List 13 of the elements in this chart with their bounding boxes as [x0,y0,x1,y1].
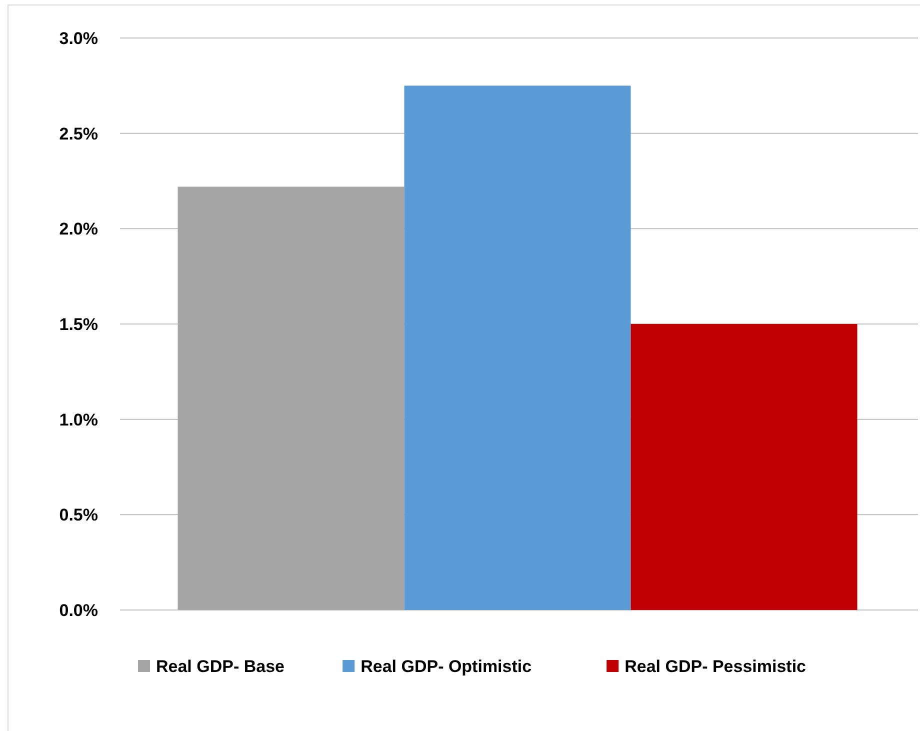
legend-label: Real GDP- Pessimistic [624,656,806,676]
y-tick-label: 2.5% [59,124,98,144]
y-tick-label: 1.5% [59,314,98,334]
bar [404,86,631,610]
legend-label: Real GDP- Optimistic [360,656,532,676]
bar [178,186,404,610]
y-tick-label: 0.5% [59,506,98,525]
legend-label: Real GDP- Base [156,656,284,676]
y-tick-label: 0.0% [59,600,98,620]
y-tick-label: 3.0% [59,28,98,48]
y-tick-label: 1.0% [59,410,98,430]
bar [630,324,858,610]
y-tick-label: 2.0% [59,220,98,239]
